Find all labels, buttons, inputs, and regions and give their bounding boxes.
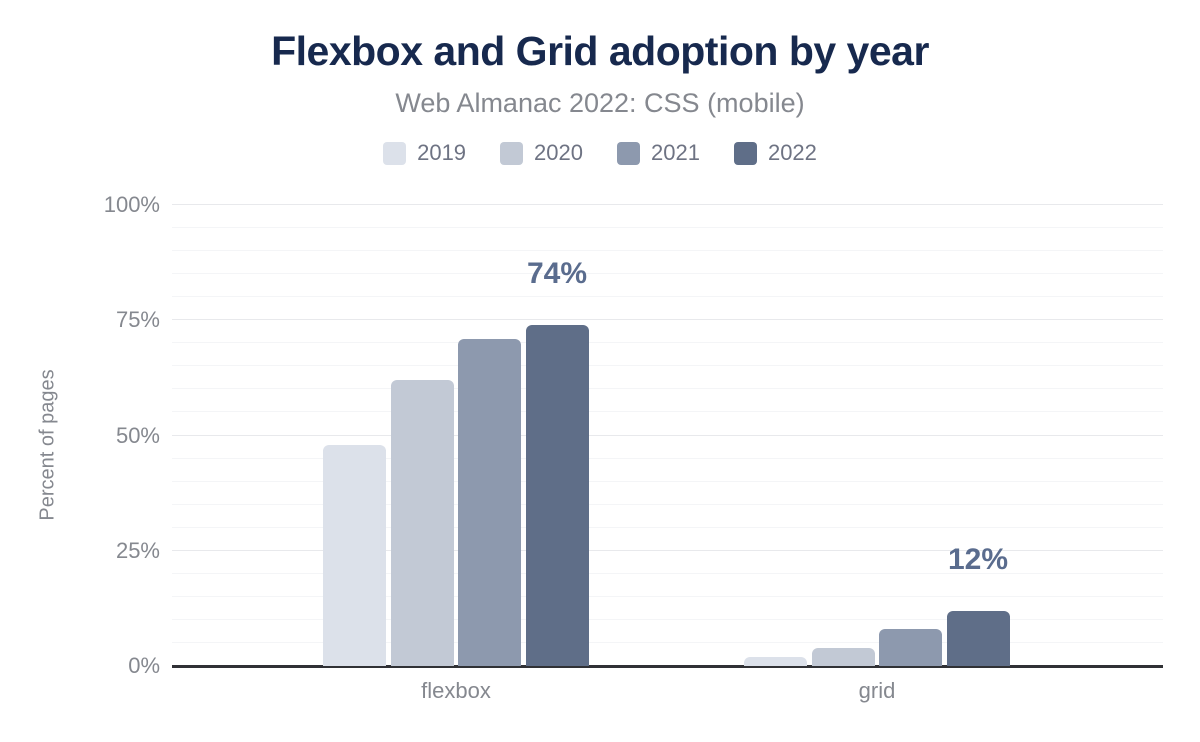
y-tick-label: 0% [128,653,160,678]
gridline [172,549,1163,551]
bar-grid-2021 [879,629,942,666]
x-category-label-flexbox: flexbox [421,678,491,703]
gridline [172,572,1163,574]
y-tick-label: 50% [115,422,160,448]
y-tick-label: 100% [103,192,160,217]
bar-flexbox-2020 [390,380,454,666]
bar-flexbox-2022 [525,324,589,666]
bar-flexbox-2021 [458,338,521,666]
gridline [172,595,1163,597]
legend-swatch [383,141,407,165]
legend-label: 2022 [767,140,817,165]
legend-item-2022: 2022 [733,140,817,166]
gridline [172,365,1163,367]
plot-area: 74% 12% [172,204,1163,668]
legend-item-2020: 2020 [500,140,583,166]
gridline [172,526,1163,528]
gridline [172,319,1163,321]
gridline [172,457,1163,459]
gridline [172,411,1163,413]
gridline [172,250,1163,252]
legend-swatch [500,141,524,165]
legend: 2019 2020 2021 2022 [0,140,1200,166]
legend-swatch [617,141,640,165]
bar-grid-2022 [946,610,1010,666]
gridline [172,480,1163,482]
x-category-label-grid: grid [858,678,896,703]
legend-item-2021: 2021 [617,140,700,166]
legend-item-2019: 2019 [383,140,466,166]
legend-label: 2021 [651,140,700,165]
legend-swatch [733,141,757,165]
x-axis-line [172,665,1163,668]
chart-subtitle: Web Almanac 2022: CSS (mobile) [395,88,805,118]
gridline [172,434,1163,436]
gridline [172,503,1163,505]
gridline [172,273,1163,275]
data-label: 12% [947,542,1009,576]
y-tick-label: 75% [115,307,160,333]
chart-title: Flexbox and Grid adoption by year [271,28,929,74]
gridline [172,296,1163,298]
gridline [172,641,1163,643]
legend-label: 2020 [534,140,583,165]
gridline [172,204,1163,205]
data-label: 74% [526,256,588,290]
legend-label: 2019 [417,140,467,165]
bar-grid-2020 [811,647,875,666]
y-tick-label: 25% [115,537,160,563]
bar-flexbox-2019 [323,444,386,666]
gridline [172,618,1163,620]
gridline [172,388,1163,390]
gridline [172,227,1163,229]
gridline [172,342,1163,344]
bar-grid-2019 [744,656,807,666]
